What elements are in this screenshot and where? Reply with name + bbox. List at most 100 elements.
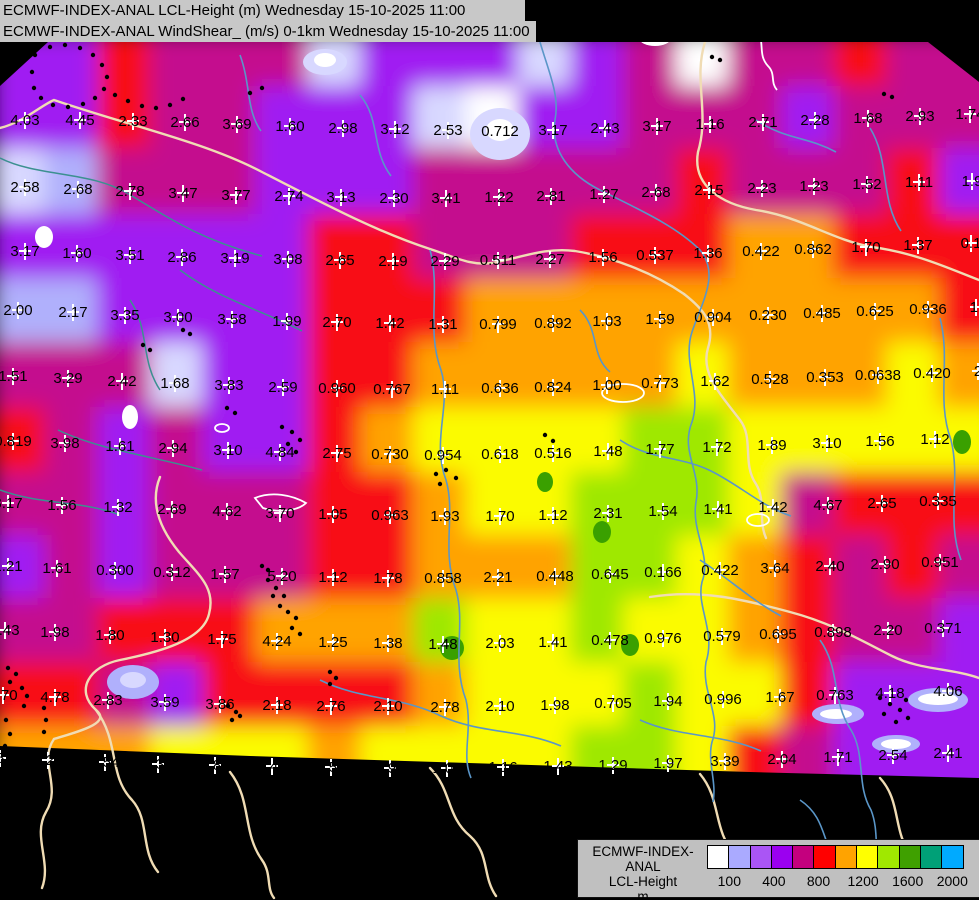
station-marker: 0.954 bbox=[424, 447, 462, 464]
station-tick-cross bbox=[384, 760, 396, 777]
station-marker: 0.516 bbox=[534, 445, 572, 462]
station-tick-cross bbox=[71, 245, 83, 262]
station-tick-cross bbox=[331, 314, 343, 331]
station-value: 2.20 bbox=[873, 622, 902, 639]
station-marker: 3.64 bbox=[760, 560, 790, 577]
station-tick-cross bbox=[226, 311, 238, 328]
station-marker: 1.9 bbox=[962, 173, 979, 190]
station-value: 4.67 bbox=[813, 497, 842, 514]
station-value: 0.767 bbox=[373, 381, 411, 398]
station-marker: 2.31 bbox=[593, 505, 623, 522]
station-marker: 2.21 bbox=[483, 569, 513, 586]
station-value: 3.64 bbox=[760, 560, 789, 577]
station-value: 2.82 bbox=[200, 757, 229, 774]
stipple-dot bbox=[709, 54, 715, 60]
station-tick-cross bbox=[769, 560, 781, 577]
station-marker: 1.36 bbox=[693, 245, 723, 262]
station-marker: 1.41 bbox=[703, 501, 733, 518]
station-value: 1.60 bbox=[275, 118, 304, 135]
station-tick-cross bbox=[0, 687, 9, 704]
station-value: 2.93 bbox=[905, 108, 934, 125]
station-marker: 3.41 bbox=[431, 190, 461, 207]
station-tick-cross bbox=[223, 377, 235, 394]
station-tick-cross bbox=[756, 180, 768, 197]
country-border-line bbox=[228, 770, 276, 900]
legend-swatch bbox=[728, 845, 751, 869]
stipple-dot bbox=[125, 98, 131, 104]
station-marker: 0.0638 bbox=[855, 367, 901, 384]
station-value: 2.18 bbox=[262, 697, 291, 714]
station-tick-cross bbox=[166, 564, 178, 581]
field-patch bbox=[122, 405, 138, 429]
station-value: 3.10 bbox=[213, 442, 242, 459]
field-cell bbox=[938, 86, 979, 156]
station-marker: 1.93 bbox=[430, 508, 460, 525]
station-marker: 0.537 bbox=[636, 247, 674, 264]
station-tick-cross bbox=[2, 495, 14, 512]
station-value: 0.636 bbox=[481, 380, 519, 397]
station-marker: 0.645 bbox=[591, 566, 629, 583]
station-value: 1. bbox=[970, 299, 979, 316]
stipple-dot bbox=[333, 675, 339, 681]
station-marker: 1.03 bbox=[592, 313, 622, 330]
station-tick-cross bbox=[179, 114, 191, 131]
station-tick-cross bbox=[937, 620, 949, 637]
station-tick-cross bbox=[764, 371, 776, 388]
station-value: 0.528 bbox=[751, 371, 789, 388]
station-marker: 1.67 bbox=[765, 689, 795, 706]
station-tick-cross bbox=[274, 444, 286, 461]
station-value: 2.53 bbox=[433, 122, 462, 139]
station-tick-cross bbox=[816, 305, 828, 322]
station-tick-cross bbox=[657, 564, 669, 581]
station-value: 0.511 bbox=[480, 252, 516, 269]
station-marker: 1.51 bbox=[0, 368, 28, 385]
station-value: 2.71 bbox=[748, 114, 777, 131]
station-marker: 0.695 bbox=[759, 626, 797, 643]
station-tick-cross bbox=[492, 252, 504, 269]
stipple-dot bbox=[542, 432, 548, 438]
station-marker: 4.18 bbox=[875, 685, 905, 702]
station-marker: 2.94 bbox=[158, 440, 188, 457]
station-marker: 0.898 bbox=[814, 624, 852, 641]
station-value: 2.33 bbox=[118, 113, 147, 130]
stipple-dot bbox=[31, 85, 37, 91]
station-tick-cross bbox=[597, 249, 609, 266]
station-tick-cross bbox=[657, 503, 669, 520]
station-tick-cross bbox=[281, 313, 293, 330]
station-value: 0.936 bbox=[909, 301, 947, 318]
station-value: 3.17 bbox=[642, 118, 671, 135]
station-marker: 0.353 bbox=[806, 369, 844, 386]
station-marker: 4.03 bbox=[10, 112, 40, 129]
station-value: 2.68 bbox=[63, 181, 92, 198]
legend-tick-label: 400 bbox=[762, 873, 786, 889]
legend-color-scale bbox=[707, 845, 964, 869]
station-value: 3.57 bbox=[316, 759, 345, 776]
legend-swatch bbox=[749, 845, 772, 869]
station-tick-cross bbox=[882, 622, 894, 639]
station-tick-cross bbox=[604, 632, 616, 649]
stipple-dot bbox=[237, 713, 243, 719]
station-value: 1.38 bbox=[373, 635, 402, 652]
station-marker: 0.448 bbox=[536, 568, 574, 585]
station-value: 2.40 bbox=[815, 558, 844, 575]
station-marker: 1.60 bbox=[275, 118, 305, 135]
station-value: 0.824 bbox=[534, 379, 572, 396]
station-tick-cross bbox=[222, 442, 234, 459]
station-value: 3.34 bbox=[143, 756, 172, 773]
station-value: 2.78 bbox=[115, 183, 144, 200]
station-value: 1.11 bbox=[431, 381, 459, 398]
station-marker: 2.53 bbox=[433, 122, 463, 139]
station-value: 2.65 bbox=[325, 252, 354, 269]
station-marker: 5.20 bbox=[267, 568, 297, 585]
station-marker: 1.42 bbox=[758, 499, 788, 516]
station-tick-cross bbox=[932, 493, 944, 510]
station-marker: 0.712 bbox=[481, 123, 519, 140]
station-marker: 1.71 bbox=[823, 749, 853, 766]
station-marker: 0.618 bbox=[481, 446, 519, 463]
field-patch bbox=[881, 739, 911, 749]
station-marker: 1.99 bbox=[272, 313, 302, 330]
station-tick-cross bbox=[387, 253, 399, 270]
station-marker: 2.23 bbox=[747, 180, 777, 197]
station-value: 0.478 bbox=[591, 632, 629, 649]
stipple-dot bbox=[5, 665, 11, 671]
